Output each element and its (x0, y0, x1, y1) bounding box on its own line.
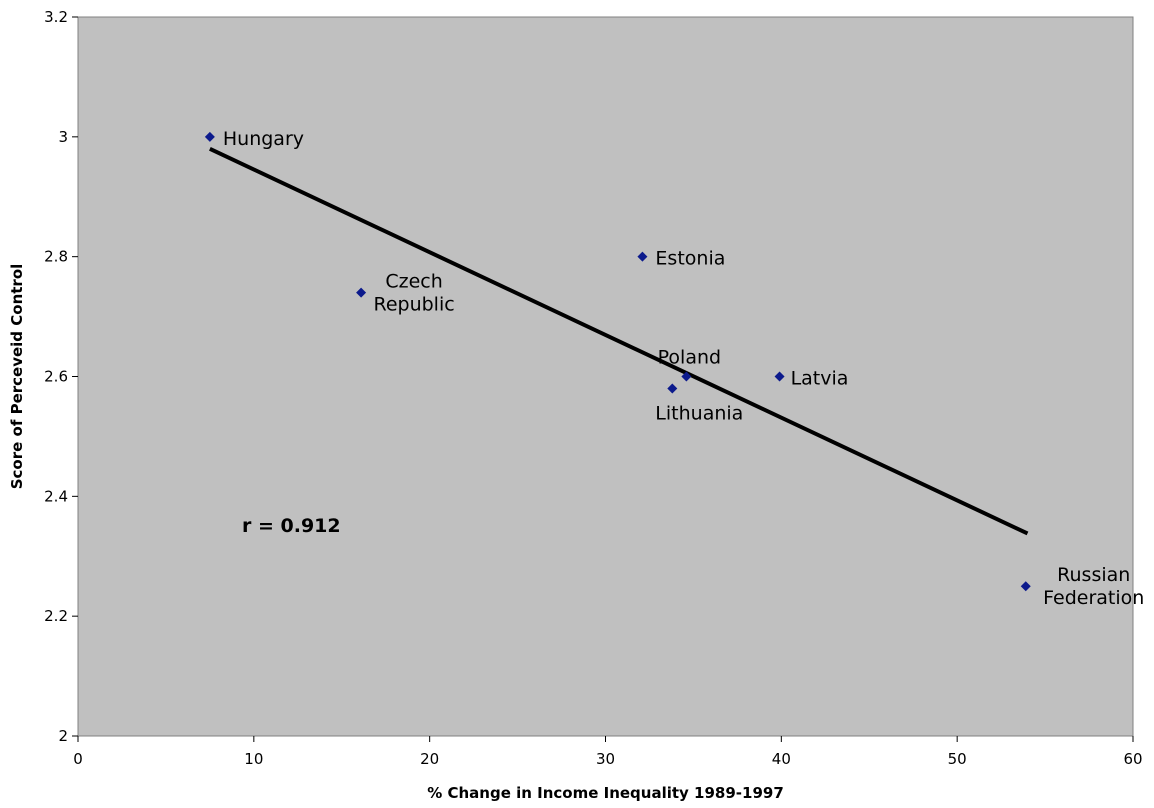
point-label-line: Russian (1057, 564, 1130, 586)
point-label: Latvia (791, 368, 849, 390)
x-tick-label: 60 (1123, 750, 1142, 768)
point-label: Lithuania (655, 402, 743, 424)
point-label-line: Latvia (791, 368, 849, 390)
point-label: Czech Republic (373, 271, 454, 316)
data-point (667, 383, 678, 394)
point-label-line: Estonia (655, 248, 725, 270)
point-label-line: Federation (1043, 587, 1144, 609)
x-tick-label: 30 (596, 750, 615, 768)
data-point (1020, 581, 1031, 592)
point-label-line: Lithuania (655, 402, 743, 424)
point-label-line: Republic (373, 294, 454, 316)
point-labels: Hungary Czech Republic Estonia Poland Lithuan… (223, 128, 1144, 609)
data-points (204, 131, 1031, 592)
y-axis-ticks: 2 2.2 2.4 2.6 2.8 3 3.2 (44, 8, 78, 745)
trend-line (209, 147, 1029, 536)
data-point (637, 251, 648, 262)
y-tick-label: 3.2 (44, 8, 68, 26)
point-label: Hungary (223, 128, 304, 150)
x-tick-label: 10 (244, 750, 263, 768)
x-tick-label: 0 (73, 750, 83, 768)
point-label-line: Poland (658, 347, 721, 369)
point-label-line: Hungary (223, 128, 304, 150)
correlation-annotation: r = 0.912 (242, 515, 341, 537)
y-tick-label: 3 (58, 128, 68, 146)
y-tick-label: 2 (58, 727, 68, 745)
y-tick-label: 2.2 (44, 607, 68, 625)
data-point (356, 287, 367, 298)
point-label: Poland (658, 347, 721, 369)
plot-area (77, 16, 1134, 737)
x-axis-title: % Change in Income Inequality 1989-1997 (427, 784, 784, 802)
point-label: Estonia (655, 248, 725, 270)
point-label: Russian Federation (1043, 564, 1144, 609)
data-point (774, 371, 785, 382)
x-tick-label: 40 (772, 750, 791, 768)
y-tick-label: 2.4 (44, 487, 68, 505)
y-tick-label: 2.6 (44, 368, 68, 386)
data-point (681, 371, 692, 382)
x-tick-label: 20 (420, 750, 439, 768)
y-tick-label: 2.8 (44, 248, 68, 266)
y-axis-title: Score of Perceveid Control (8, 264, 26, 490)
x-axis-ticks: 0 10 20 30 40 50 60 (73, 736, 1143, 768)
point-label-line: Czech (385, 271, 442, 293)
x-tick-label: 50 (948, 750, 967, 768)
data-point (204, 131, 215, 142)
